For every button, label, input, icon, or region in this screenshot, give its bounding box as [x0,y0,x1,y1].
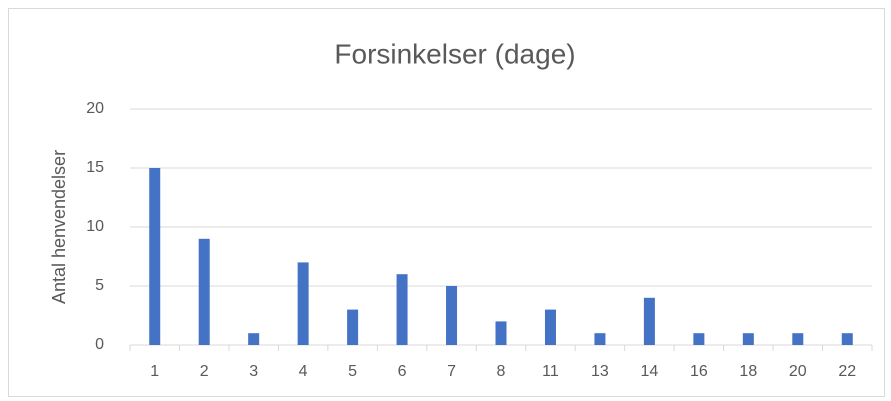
x-tick-label: 13 [591,363,609,380]
y-tick-label: 15 [86,159,104,176]
y-axis-label: Antal henvendelser [49,150,69,304]
bar [841,333,853,345]
bar [297,262,309,345]
x-tick-label: 1 [150,363,159,380]
bar [198,238,210,345]
y-tick-label: 0 [95,336,104,353]
bar [495,321,507,345]
x-tick-label: 20 [789,363,807,380]
bar [643,297,655,345]
x-tick-label: 7 [447,363,456,380]
bar [396,274,408,345]
x-tick-label: 6 [398,363,407,380]
y-tick-label: 20 [86,100,104,117]
y-tick-label: 5 [95,277,104,294]
bar [347,309,359,345]
bar [446,286,458,345]
bar [594,333,606,345]
bar [693,333,705,345]
x-tick-label: 2 [200,363,209,380]
bar [149,168,161,345]
x-tick-label: 11 [542,363,559,380]
bar [248,333,260,345]
x-tick-label: 8 [497,363,506,380]
bar [544,309,556,345]
bar [792,333,804,345]
bar [742,333,754,345]
x-tick-label: 18 [739,363,757,380]
x-tick-label: 22 [838,363,856,380]
x-tick-label: 3 [249,363,258,380]
chart-title: Forsinkelser (dage) [334,38,575,69]
x-tick-label: 4 [299,363,308,380]
x-tick-label: 5 [348,363,357,380]
x-tick-label: 14 [641,363,659,380]
x-tick-label: 16 [690,363,708,380]
y-tick-label: 10 [86,218,104,235]
